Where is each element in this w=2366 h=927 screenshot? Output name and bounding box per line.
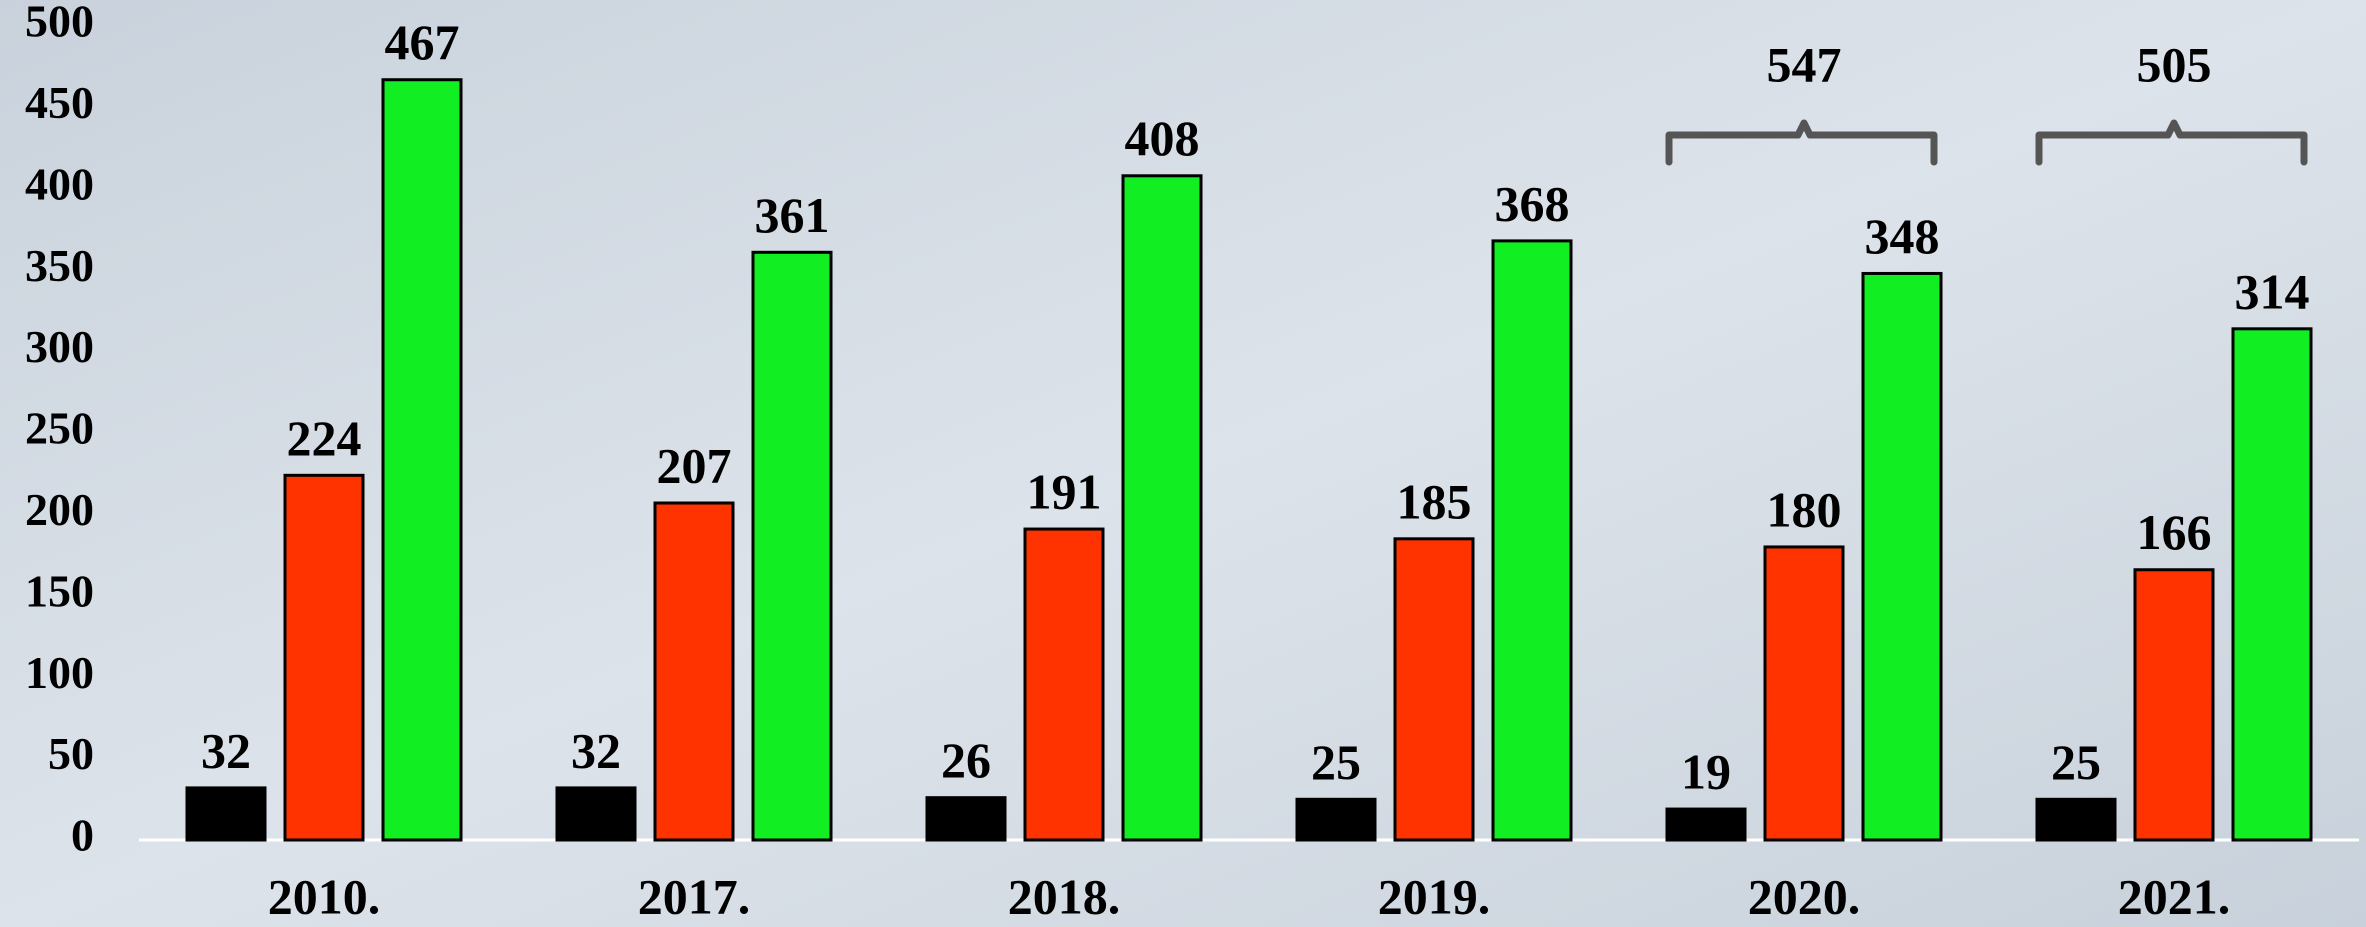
value-label: 26: [941, 732, 991, 788]
value-label: 185: [1397, 473, 1472, 529]
y-tick-label: 50: [48, 728, 94, 779]
page: 0 50 100 150 200 250 300 350 400 450 500 2010. 32 224…: [0, 0, 2366, 927]
y-tick-label: 400: [25, 158, 94, 209]
value-label: 191: [1027, 464, 1102, 520]
value-label: 207: [657, 437, 732, 493]
bar: [1395, 539, 1473, 840]
bar: [927, 798, 1005, 840]
bar: [1863, 273, 1941, 840]
value-label: 32: [201, 722, 251, 778]
bar: [2037, 799, 2115, 840]
value-label: 224: [287, 410, 362, 466]
bar: [2135, 570, 2213, 840]
value-label: 408: [1125, 110, 1200, 166]
value-label: 180: [1767, 481, 1842, 537]
bar: [1765, 547, 1843, 840]
bar: [753, 252, 831, 840]
bar: [1123, 176, 1201, 840]
bar: [383, 80, 461, 840]
value-label: 348: [1865, 208, 1940, 264]
y-tick-label: 100: [25, 647, 94, 698]
bar: [655, 503, 733, 840]
x-tick-label: 2020.: [1748, 868, 1861, 924]
x-tick-label: 2017.: [638, 868, 751, 924]
bar: [557, 788, 635, 840]
annotation: 505: [2137, 36, 2212, 92]
value-label: 166: [2137, 504, 2212, 560]
value-label: 25: [1311, 734, 1361, 790]
bar: [1493, 241, 1571, 840]
y-tick-label: 500: [25, 0, 94, 47]
y-tick-label: 200: [25, 484, 94, 535]
x-tick-label: 2018.: [1008, 868, 1121, 924]
value-label: 361: [755, 187, 830, 243]
y-tick-label: 450: [25, 77, 94, 128]
bar: [187, 788, 265, 840]
value-label: 467: [385, 14, 460, 70]
bar: [2233, 329, 2311, 840]
value-label: 368: [1495, 175, 1570, 231]
value-label: 25: [2051, 734, 2101, 790]
y-tick-label: 250: [25, 403, 94, 454]
x-tick-label: 2021.: [2118, 868, 2231, 924]
bar: [1297, 799, 1375, 840]
chart: 0 50 100 150 200 250 300 350 400 450 500 2010. 32 224…: [0, 0, 2366, 927]
annotation: 547: [1767, 36, 1842, 92]
value-label: 19: [1681, 744, 1731, 800]
y-tick-label: 150: [25, 565, 94, 616]
y-tick-label: 350: [25, 240, 94, 291]
bar: [1667, 809, 1745, 840]
x-tick-label: 2019.: [1378, 868, 1491, 924]
value-label: 32: [571, 722, 621, 778]
y-tick-label: 300: [25, 321, 94, 372]
x-tick-label: 2010.: [268, 868, 381, 924]
bar: [285, 475, 363, 840]
y-tick-label: 0: [71, 810, 94, 861]
bar: [1025, 529, 1103, 840]
value-label: 314: [2235, 263, 2310, 319]
